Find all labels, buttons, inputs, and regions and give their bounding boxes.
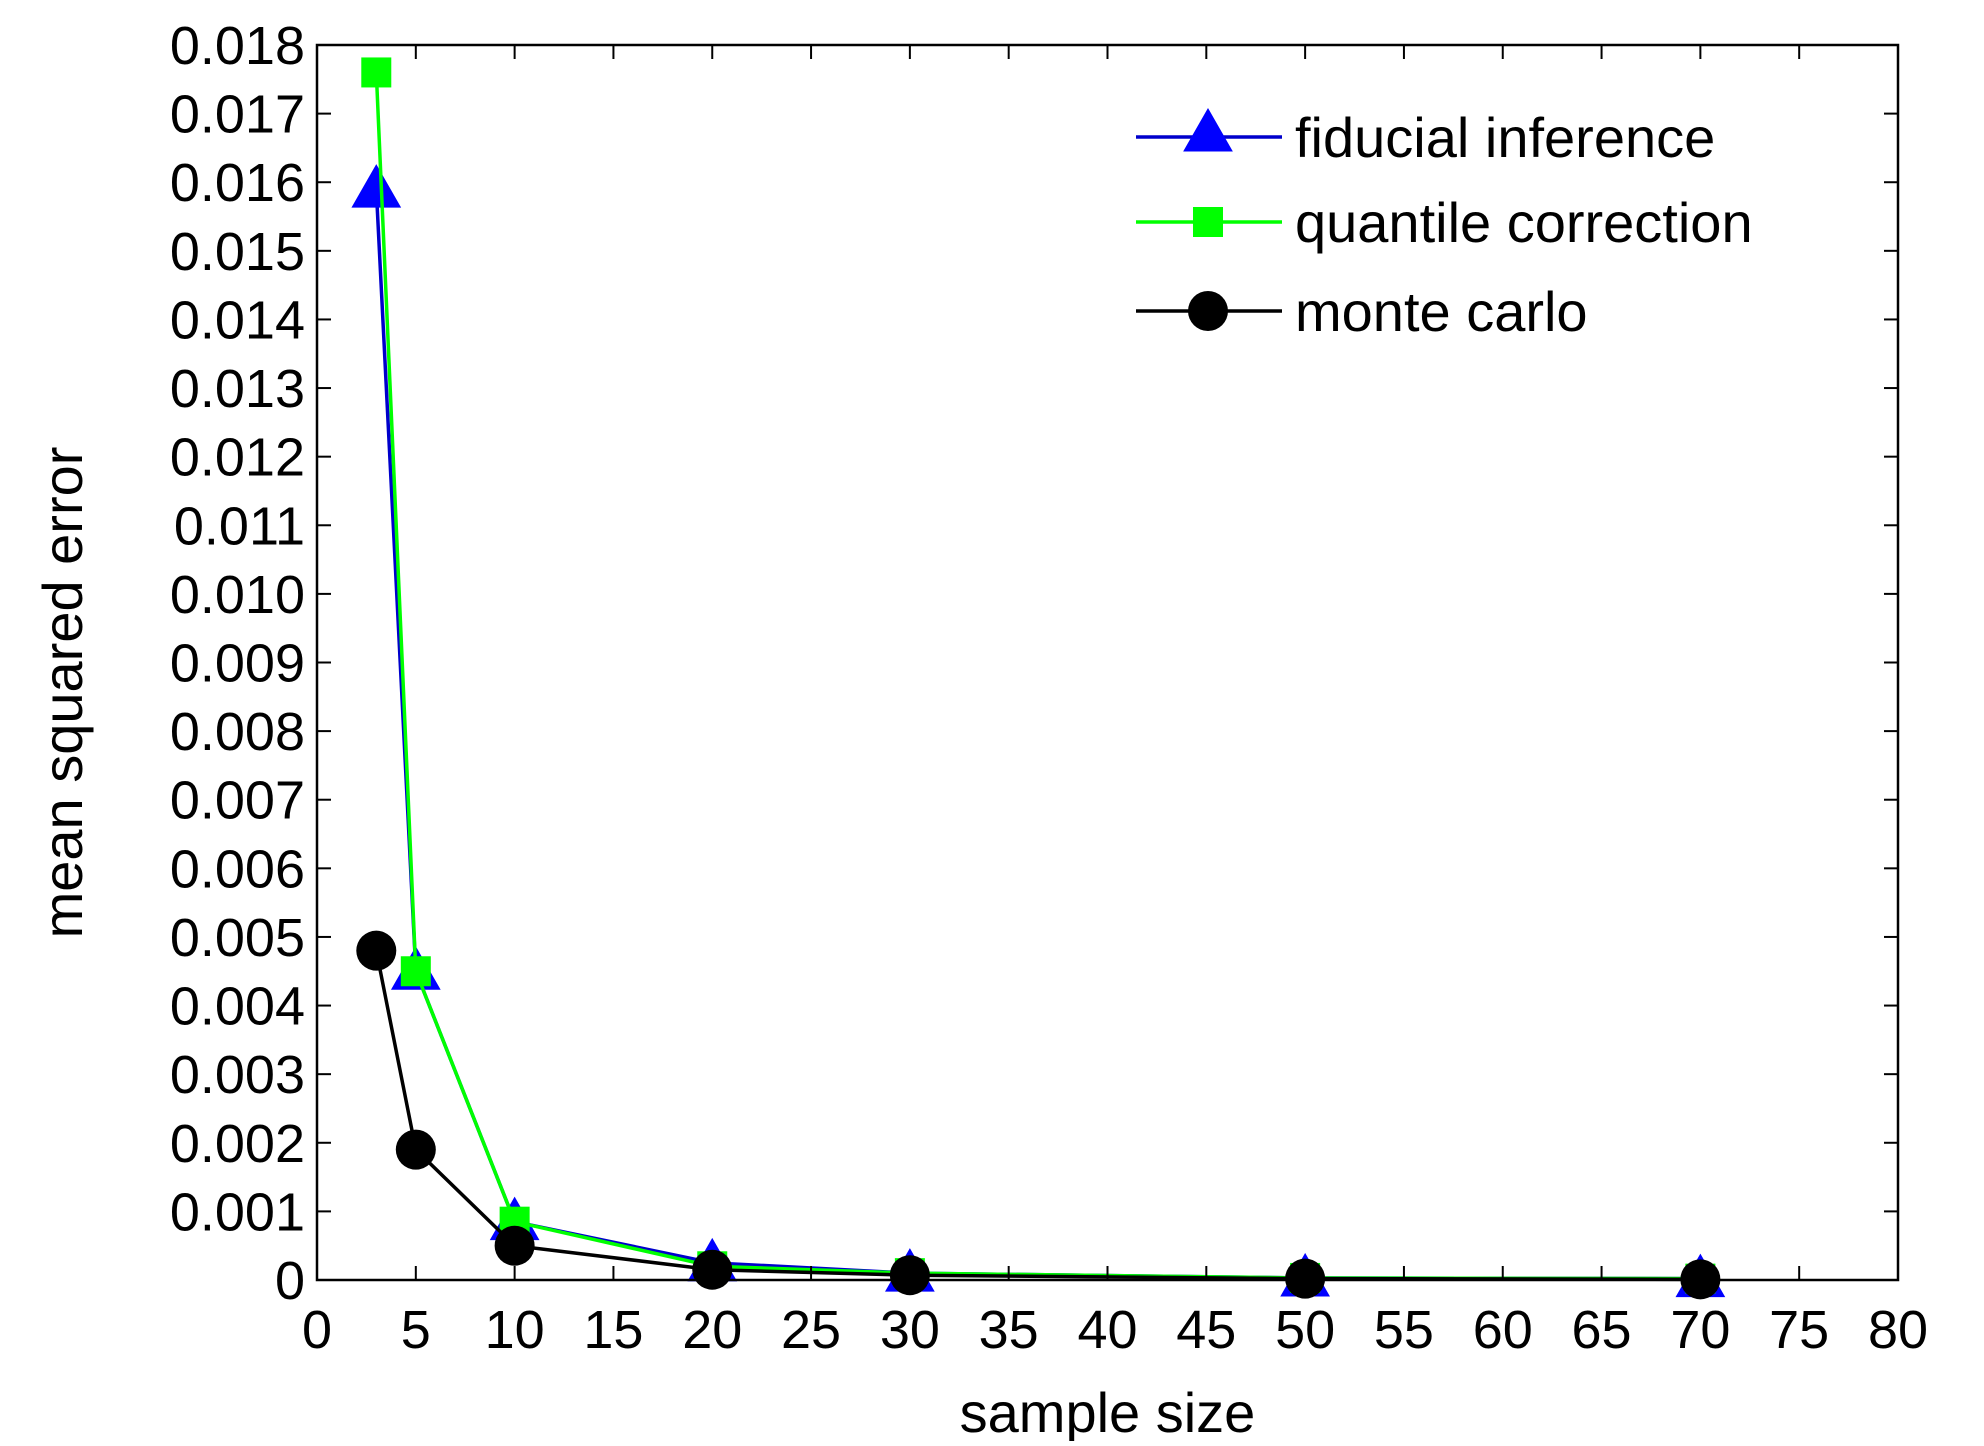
data-point — [356, 930, 397, 971]
x-axis-label: sample size — [960, 1381, 1256, 1441]
y-tick-label: 0.011 — [174, 496, 305, 556]
y-axis-label: mean squared error — [31, 447, 94, 939]
legend-item: quantile correction — [1136, 191, 1753, 254]
y-tick-label: 0.007 — [170, 771, 305, 831]
legend-item: monte carlo — [1136, 280, 1588, 343]
y-tick-label: 0.008 — [170, 702, 305, 762]
x-tick-label: 65 — [1572, 1300, 1632, 1360]
y-tick-label: 0.010 — [170, 565, 305, 625]
legend-label: quantile correction — [1295, 191, 1753, 254]
x-tick-label: 60 — [1473, 1300, 1533, 1360]
x-tick-label: 50 — [1275, 1300, 1335, 1360]
x-tick-label: 20 — [682, 1300, 742, 1360]
x-tick-label: 25 — [781, 1300, 841, 1360]
y-tick-label: 0.004 — [170, 977, 305, 1037]
x-tick-label: 75 — [1769, 1300, 1829, 1360]
x-tick-label: 40 — [1077, 1300, 1137, 1360]
x-tick-label: 10 — [485, 1300, 545, 1360]
x-tick-label: 0 — [302, 1300, 332, 1360]
y-tick-label: 0.018 — [170, 16, 305, 76]
y-tick-label: 0.005 — [170, 908, 305, 968]
legend-item: fiducial inference — [1136, 106, 1715, 169]
y-tick-label: 0.009 — [170, 634, 305, 694]
x-tick-label: 80 — [1868, 1300, 1928, 1360]
legend-marker — [1188, 291, 1228, 331]
y-tick-label: 0.015 — [170, 222, 305, 282]
legend-marker — [1193, 207, 1223, 237]
legend-marker — [1183, 107, 1233, 152]
y-tick-label: 0.017 — [170, 85, 305, 145]
x-tick-label: 15 — [583, 1300, 643, 1360]
legend: fiducial inference quantile correction mon… — [1136, 106, 1753, 343]
data-point — [395, 1129, 436, 1170]
y-tick-label: 0.013 — [170, 359, 305, 419]
y-tick-label: 0.006 — [170, 839, 305, 899]
axis-ticks — [316, 44, 1899, 1281]
y-tick-label: 0.014 — [170, 290, 305, 350]
data-point — [361, 57, 392, 88]
y-tick-label: 0.001 — [170, 1182, 305, 1242]
y-tick-label: 0 — [275, 1251, 305, 1311]
series-line — [374, 188, 1701, 1281]
series-line — [374, 950, 1701, 1282]
y-tick-labels: 0 0.001 0.002 0.003 0.004 0.005 0.006 0.007 0.00… — [170, 16, 305, 1311]
x-tick-label: 70 — [1670, 1300, 1730, 1360]
y-tick-label: 0.003 — [170, 1045, 305, 1105]
x-tick-label: 45 — [1176, 1300, 1236, 1360]
y-tick-label: 0.016 — [170, 153, 305, 213]
data-point — [351, 164, 402, 208]
x-tick-labels: 0 5 10 15 20 25 30 35 40 45 50 55 60 65 70 75 80 — [302, 1300, 1928, 1360]
x-tick-label: 35 — [979, 1300, 1039, 1360]
data-point — [400, 956, 431, 987]
legend-label: fiducial inference — [1295, 106, 1715, 169]
legend-label: monte carlo — [1295, 280, 1588, 343]
y-tick-label: 0.002 — [170, 1114, 305, 1174]
x-tick-label: 55 — [1374, 1300, 1434, 1360]
y-tick-label: 0.012 — [170, 428, 305, 488]
x-tick-label: 5 — [401, 1300, 431, 1360]
x-tick-label: 30 — [880, 1300, 940, 1360]
series-monte-carlo — [356, 930, 1721, 1300]
data-point — [494, 1225, 535, 1266]
